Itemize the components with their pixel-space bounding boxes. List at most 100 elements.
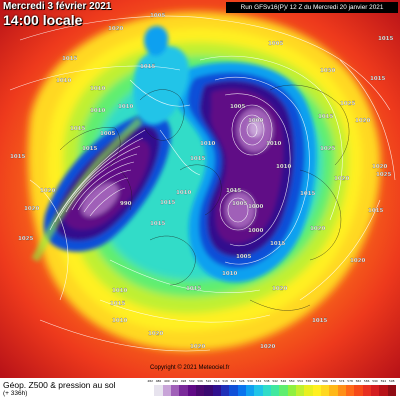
colorbar-tick: 542 [272, 379, 278, 383]
colorbar-tick: 582 [355, 379, 362, 383]
colorbar-tick: 506 [197, 379, 203, 383]
colorbar-swatch [379, 385, 388, 396]
colorbar-tick: 558 [305, 379, 312, 383]
colorbar-tick: 522 [230, 379, 237, 383]
pressure-label: 1005 [236, 254, 251, 260]
pressure-label: 1010 [176, 190, 191, 196]
pressure-label: 990 [120, 201, 132, 207]
colorbar-swatch [220, 385, 230, 396]
pressure-label: 1015 [312, 318, 327, 324]
run-info: Run GFSv16(P)/ 12 Z du Mercredi 20 janvi… [226, 2, 398, 13]
legend-subtitle: (+ 336h) [3, 390, 28, 397]
colorbar-tick: 486 [155, 379, 162, 383]
colorbar-tick: 598 [388, 379, 395, 383]
greenland-lobe [133, 25, 190, 125]
pressure-label: 1010 [112, 288, 127, 294]
pressure-label: 1020 [334, 176, 349, 182]
pressure-label: 1000 [248, 118, 263, 124]
colorbar-tick: 490 [164, 379, 170, 383]
colorbar-swatch [262, 385, 271, 396]
pressure-label: 1015 [370, 76, 385, 82]
colorbar-ticks: 482 486 490 494 498 502 506 510 514 518 522 526 530 5… [146, 379, 396, 385]
colorbar-tick: 574 [338, 379, 345, 383]
pressure-label: 1010 [56, 78, 71, 84]
pressure-label: 1000 [248, 204, 263, 210]
pressure-label: 1015 [160, 200, 175, 206]
copyright-text: Copyright © 2021 Meteociel.fr [150, 365, 230, 371]
pressure-label: 1025 [376, 172, 391, 178]
pressure-label: 1020 [310, 226, 325, 232]
pressure-label: 1015 [140, 64, 155, 70]
colorbar-tick: 494 [172, 379, 178, 383]
pressure-label: 1005 [230, 104, 245, 110]
colorbar-swatch [304, 385, 313, 396]
colorbar-tick: 594 [380, 379, 387, 383]
pressure-label: 1015 [318, 114, 333, 120]
pressure-label: 1000 [248, 228, 263, 234]
colorbar-tick: 550 [288, 379, 295, 383]
forecast-date: Mercredi 3 février 2021 [3, 1, 112, 12]
colorbar-swatch [329, 385, 338, 396]
pressure-label: 1015 [186, 286, 201, 292]
colorbar-tick: 538 [263, 379, 270, 383]
colorbar-swatch [187, 385, 196, 396]
colorbar-swatch [204, 385, 213, 396]
colorbar-swatch [229, 385, 238, 396]
colorbar-swatch [370, 385, 380, 396]
pressure-label: 1010 [276, 164, 291, 170]
pressure-label: 1010 [112, 318, 127, 324]
colorbar-swatch [254, 385, 263, 396]
pressure-label: 1025 [340, 101, 355, 107]
pressure-label: 1010 [90, 108, 105, 114]
pressure-label: 1020 [24, 206, 39, 212]
pressure-label: 1005 [100, 131, 115, 137]
colorbar-swatch [270, 385, 280, 396]
pressure-label: 1020 [272, 286, 287, 292]
pressure-label: 1015 [110, 301, 125, 307]
pressure-label: 1010 [90, 86, 105, 92]
pressure-label: 1015 [10, 154, 25, 160]
colorbar-tick: 566 [322, 379, 328, 383]
pressure-label: 1010 [266, 141, 281, 147]
pressure-label: 1015 [190, 156, 205, 162]
colorbar-swatch [337, 385, 346, 396]
colorbar-tick: 578 [347, 379, 353, 383]
pressure-label: 1015 [226, 188, 241, 194]
forecast-header: Mercredi 3 février 2021 14:00 locale [3, 1, 112, 27]
colorbar-swatch [320, 385, 330, 396]
colorbar-swatch [354, 385, 363, 396]
pressure-label: 1020 [40, 188, 55, 194]
pressure-label: 1015 [70, 126, 85, 132]
colorbar-tick: 570 [330, 379, 337, 383]
colorbar [146, 385, 396, 396]
colorbar-swatch [295, 385, 305, 396]
pressure-label: 1020 [148, 331, 163, 337]
colorbar-tick: 526 [239, 379, 245, 383]
pressure-label: 1015 [368, 208, 383, 214]
pressure-label: 1015 [378, 36, 393, 42]
pressure-label: 1005 [268, 41, 283, 47]
pressure-label: 1020 [108, 26, 123, 32]
pressure-label: 1020 [350, 258, 365, 264]
colorbar-swatch [195, 385, 205, 396]
colorbar-swatch [279, 385, 288, 396]
colorbar-tick: 534 [255, 379, 262, 383]
colorbar-swatch [162, 385, 171, 396]
colorbar-swatch [312, 385, 321, 396]
colorbar-tick: 530 [247, 379, 253, 383]
pressure-label: 1020 [190, 344, 205, 350]
colorbar-swatch [146, 385, 155, 396]
colorbar-tick: 590 [372, 379, 378, 383]
geopotential-map: 1005 1005 1030 1010 1010 1015 1010 1010 … [0, 0, 400, 378]
canadian-trough [43, 113, 171, 252]
pressure-label: 1005 [150, 13, 165, 19]
colorbar-swatch [245, 385, 255, 396]
colorbar-tick: 502 [189, 379, 195, 383]
colorbar-tick: 510 [205, 379, 212, 383]
pressure-label: 1015 [150, 221, 165, 227]
pressure-label: 1020 [355, 118, 370, 124]
isobars [9, 15, 396, 352]
pressure-label: 1010 [118, 104, 133, 110]
pressure-label: 1015 [270, 241, 285, 247]
pressure-label: 1025 [320, 146, 335, 152]
